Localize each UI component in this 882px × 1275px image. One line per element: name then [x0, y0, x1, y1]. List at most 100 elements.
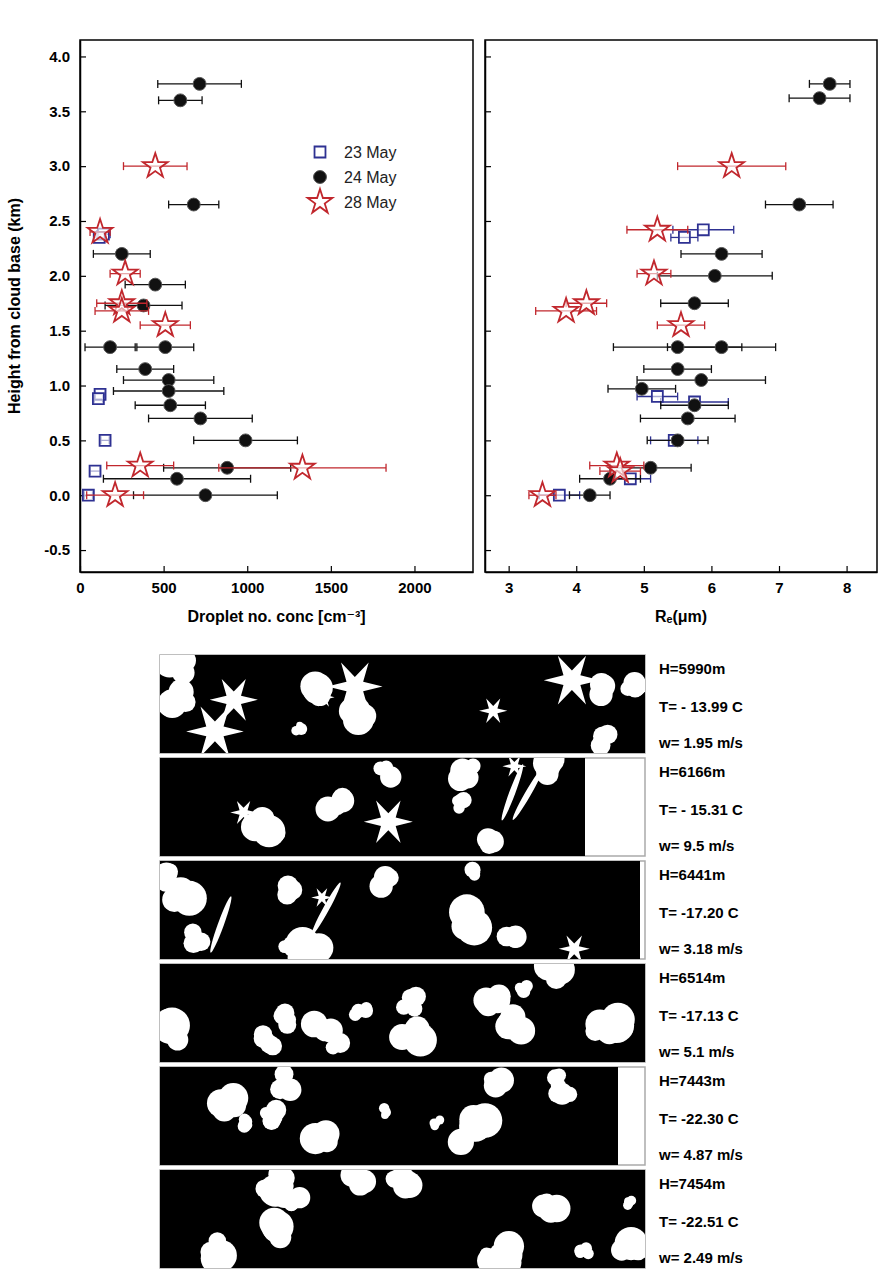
strip-label: w= 4.87 m/s: [658, 1146, 743, 1163]
crystal: [208, 895, 234, 953]
error-bar-cap: [660, 299, 661, 307]
x-tick-mark: [414, 566, 415, 572]
image-frame: [160, 1067, 645, 1165]
point: [171, 472, 184, 485]
error-bar-cap: [193, 343, 194, 351]
crystal: [494, 1231, 524, 1268]
y-axis-line: [80, 41, 82, 573]
image-background: [160, 1067, 618, 1165]
crystal-part: [277, 1178, 293, 1194]
crystal-part: [160, 1008, 190, 1044]
error-bar-cap: [734, 414, 735, 422]
image: [160, 655, 645, 753]
series: [529, 153, 786, 506]
y-tick-label: 4.0: [49, 48, 70, 65]
series: [83, 229, 111, 501]
error-bar-cap: [113, 387, 114, 395]
x-tick-mark: [779, 566, 780, 572]
x-axis-line: [486, 572, 878, 574]
y-tick: 1.5: [49, 322, 86, 339]
error-bar-cap: [84, 343, 85, 351]
strip-label: H=7443m: [659, 1072, 725, 1089]
error-bar-cap: [135, 401, 136, 409]
crystal: [448, 758, 481, 791]
crystal: [533, 758, 565, 785]
error-bar-cap: [636, 270, 637, 278]
crystal-part: [253, 821, 271, 839]
crystal: [160, 862, 178, 891]
point: [113, 261, 138, 285]
y-tick-mark: [80, 440, 86, 441]
point: [239, 434, 252, 447]
y-tick-mark: [80, 550, 86, 551]
x-tick-mark: [164, 566, 165, 572]
x-tick: 7: [775, 566, 783, 596]
error-bar-cap: [148, 414, 149, 422]
point: [719, 153, 744, 177]
strip-label: H=6166m: [659, 763, 725, 780]
point: [153, 312, 178, 336]
point: [813, 92, 826, 105]
error-bar-cap: [528, 491, 529, 499]
point: [554, 298, 579, 322]
crystal: [459, 1103, 502, 1138]
error-bar-cap: [173, 365, 174, 373]
error-bar-cap: [148, 307, 149, 315]
point: [715, 341, 728, 354]
x-tick-label: 4: [573, 579, 582, 596]
crystal-part: [262, 1112, 280, 1130]
strip-label: T= - 15.31 C: [659, 801, 743, 818]
strip-label: T= -22.30 C: [659, 1110, 739, 1127]
x-tick: 6: [708, 566, 716, 596]
error-bar-cap: [606, 299, 607, 307]
y-tick-label: 2.0: [49, 267, 70, 284]
image-background: [160, 964, 645, 1062]
error-bar-cap: [140, 270, 141, 278]
plot-frame: [80, 40, 473, 572]
y-tick-label: 3.5: [49, 103, 70, 120]
y-tick-mark: [80, 111, 86, 112]
crystal-part: [468, 1103, 503, 1138]
error-bar-cap: [626, 226, 627, 234]
crystal: [515, 980, 533, 998]
y-tick: [485, 56, 491, 57]
crystal: [499, 763, 526, 821]
point: [688, 399, 701, 412]
point: [644, 461, 657, 474]
strip-label: H=6441m: [659, 866, 725, 883]
plot-area: [83, 77, 386, 505]
error-bar-cap: [636, 376, 637, 384]
y-tick: [485, 221, 491, 222]
point: [194, 412, 207, 425]
crystal: [300, 1120, 340, 1154]
y-tick-label: 1.0: [49, 377, 70, 394]
crystal: [311, 888, 332, 906]
point: [671, 434, 684, 447]
strip-label: w= 5.1 m/s: [658, 1043, 734, 1060]
error-bar-cap: [707, 436, 708, 444]
error-bar-cap: [690, 464, 691, 472]
error-bar-cap: [643, 462, 644, 470]
y-tick-mark: [485, 440, 491, 441]
y-tick-label: 0.0: [49, 487, 70, 504]
crystal: [559, 935, 590, 959]
error-bar-cap: [711, 365, 712, 373]
y-tick: 0.5: [49, 432, 86, 449]
error-bar-cap: [205, 401, 206, 409]
image-strip: H=7454mT= -22.51 Cw= 2.49 m/s: [160, 1163, 743, 1275]
point: [681, 412, 694, 425]
crystal-part: [457, 767, 479, 789]
crystal-part: [301, 1011, 328, 1038]
error-bar-cap: [677, 162, 678, 170]
x-axis: 345678: [486, 566, 878, 596]
point: [103, 482, 128, 506]
point: [708, 269, 721, 282]
x-tick: 500: [152, 566, 177, 596]
crystal-part: [286, 927, 320, 959]
error-bar-cap: [213, 376, 214, 384]
crystal: [589, 673, 615, 706]
crystal-part: [515, 983, 525, 993]
strip-label: w= 2.49 m/s: [658, 1249, 743, 1266]
legend-symbol: [315, 147, 326, 158]
crystal-part: [539, 964, 559, 974]
